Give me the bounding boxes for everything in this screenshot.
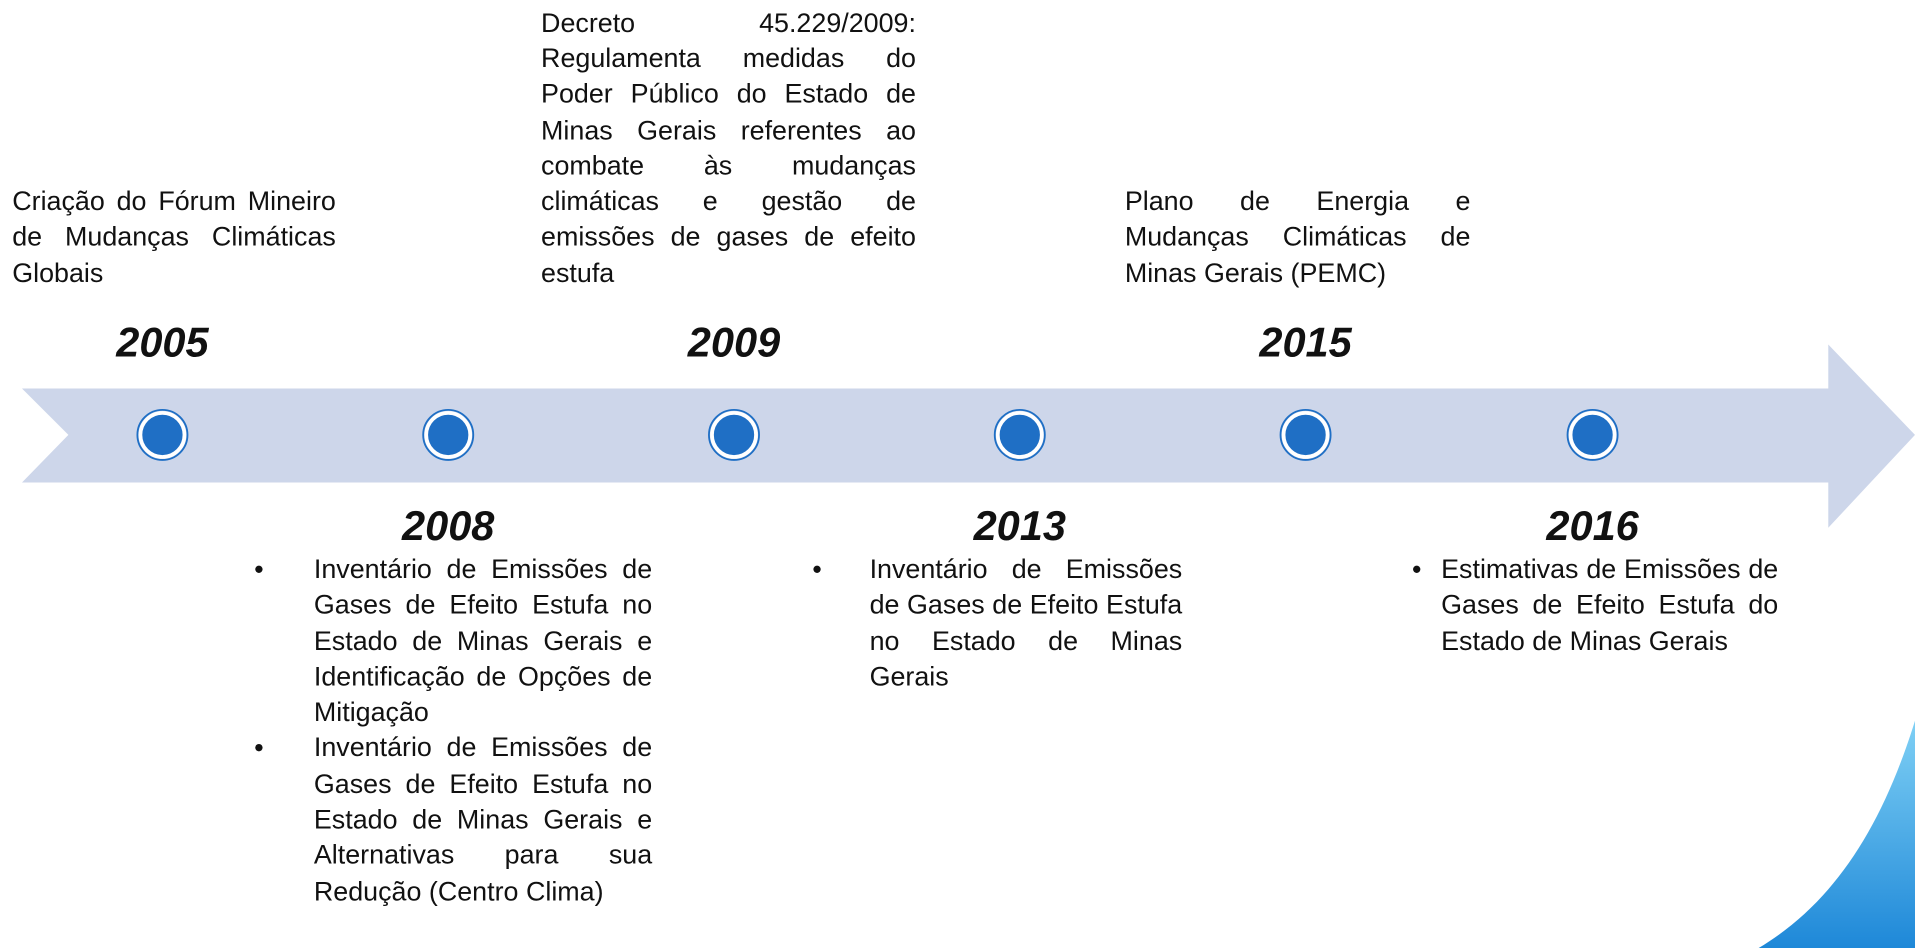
event-item: Inventário de Emissões de Gases de Efeit…: [813, 551, 1183, 694]
bullet: [1413, 565, 1421, 573]
timeline-arrow: [21, 344, 1915, 528]
event-list: Estimativas de Emissões de Gases de Efei…: [1413, 551, 1779, 658]
marker-ring: [1279, 408, 1332, 461]
event-text: Plano de Energia e Mudanças Climáticas d…: [1124, 185, 1471, 288]
year-label: 2008: [402, 503, 495, 550]
marker: [138, 411, 187, 459]
event-text: Decreto 45.229/2009: Regulamenta medidas…: [541, 6, 916, 288]
event-text: Criação do Fórum Mineiro de Mudanças Cli…: [12, 185, 336, 288]
marker-ring: [422, 408, 475, 461]
marker-ring: [708, 408, 760, 461]
marker-ring: [993, 408, 1046, 461]
event-text: Estimativas de Emissões de Gases de Efei…: [1441, 553, 1779, 656]
event-item: Estimativas de Emissões de Gases de Efei…: [1413, 551, 1779, 658]
event-item: Inventário de Emissões de Gases de Efeit…: [255, 730, 653, 909]
bullet: [255, 565, 263, 573]
year-label: 2005: [116, 320, 209, 367]
marker: [1568, 411, 1617, 459]
event-text: Inventário de Emissões de Gases de Efeit…: [313, 732, 653, 907]
year-label: 2016: [1546, 503, 1639, 550]
marker-ring: [136, 408, 189, 461]
year-label: 2013: [973, 503, 1066, 550]
event-list: Inventário de Emissões de Gases de Efeit…: [255, 551, 653, 909]
marker: [1281, 411, 1330, 459]
year-label: 2015: [1259, 320, 1352, 367]
decor-swoosh: [1758, 720, 1915, 948]
marker-ring: [1566, 408, 1619, 461]
event-text: Inventário de Emissões de Gases de Efeit…: [869, 553, 1183, 692]
marker: [995, 411, 1044, 459]
event-text: Inventário de Emissões de Gases de Efeit…: [313, 553, 653, 728]
event-list: Inventário de Emissões de Gases de Efeit…: [813, 551, 1183, 694]
year-label: 2009: [687, 320, 781, 367]
event-item: Inventário de Emissões de Gases de Efeit…: [255, 551, 653, 730]
markers: [138, 411, 1617, 459]
bullet: [255, 744, 263, 752]
marker: [424, 411, 473, 459]
marker: [710, 411, 758, 459]
bullet: [813, 565, 821, 573]
